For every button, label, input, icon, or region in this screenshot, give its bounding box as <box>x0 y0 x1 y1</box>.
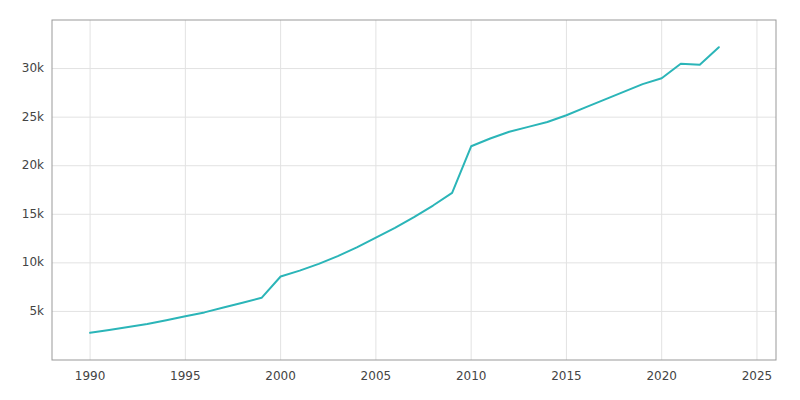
plot-frame <box>52 20 776 360</box>
x-grid-line <box>90 20 91 360</box>
x-grid-line <box>185 20 186 360</box>
x-tick-label: 2000 <box>265 369 296 383</box>
chart-svg: 5k 10k 15k 20k 25k 30k 1990 1995 2000 2005 2010 201… <box>0 0 800 400</box>
line <box>90 47 719 333</box>
x-tick-label: 2025 <box>742 369 773 383</box>
y-grid-line <box>52 117 776 118</box>
y-tick-label: 30k <box>22 61 44 75</box>
x-grid-line <box>756 20 757 360</box>
y-tick-label: 20k <box>22 158 44 172</box>
x-grid-line <box>661 20 662 360</box>
y-grid-line <box>52 68 776 69</box>
x-tick-label: 1995 <box>170 369 201 383</box>
y-grid-line <box>52 165 776 166</box>
y-tick-label: 25k <box>22 110 44 124</box>
grid <box>52 20 776 360</box>
x-tick-label: 2005 <box>361 369 392 383</box>
plot-background <box>52 20 776 360</box>
x-tick-label: 2020 <box>646 369 677 383</box>
y-grid-line <box>52 214 776 215</box>
x-tick-label: 2010 <box>456 369 487 383</box>
data-layer <box>90 47 719 333</box>
y-grid-line <box>52 311 776 312</box>
x-grid-line <box>375 20 376 360</box>
y-tick-label: 5k <box>29 304 44 318</box>
chart-container: 5k 10k 15k 20k 25k 30k 1990 1995 2000 2005 2010 201… <box>0 0 800 400</box>
y-tick-label: 10k <box>22 255 44 269</box>
axes: 5k 10k 15k 20k 25k 30k 1990 1995 2000 2005 2010 201… <box>22 20 776 383</box>
x-grid-line <box>566 20 567 360</box>
x-grid-line <box>280 20 281 360</box>
x-tick-label: 1990 <box>75 369 106 383</box>
x-tick-label: 2015 <box>551 369 582 383</box>
y-grid-line <box>52 262 776 263</box>
x-grid-line <box>471 20 472 360</box>
y-tick-label: 15k <box>22 207 44 221</box>
